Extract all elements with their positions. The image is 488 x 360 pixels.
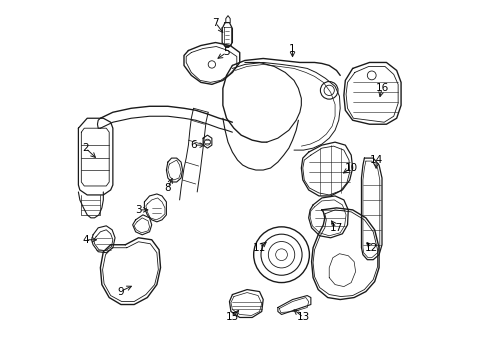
Text: 2: 2 [82,143,89,153]
Text: 5: 5 [223,48,229,58]
Text: 16: 16 [375,84,388,93]
Text: 7: 7 [212,18,219,28]
Text: 6: 6 [190,140,197,150]
Text: 4: 4 [82,235,89,245]
Text: 1: 1 [288,44,295,54]
Text: 13: 13 [296,312,309,323]
Text: 9: 9 [117,287,123,297]
Text: 10: 10 [344,163,357,173]
Text: 17: 17 [329,223,343,233]
Text: 3: 3 [135,205,142,215]
Text: 8: 8 [164,183,171,193]
Text: 11: 11 [252,243,265,253]
Text: 15: 15 [225,312,239,323]
Text: 14: 14 [369,155,382,165]
Text: 12: 12 [365,243,378,253]
